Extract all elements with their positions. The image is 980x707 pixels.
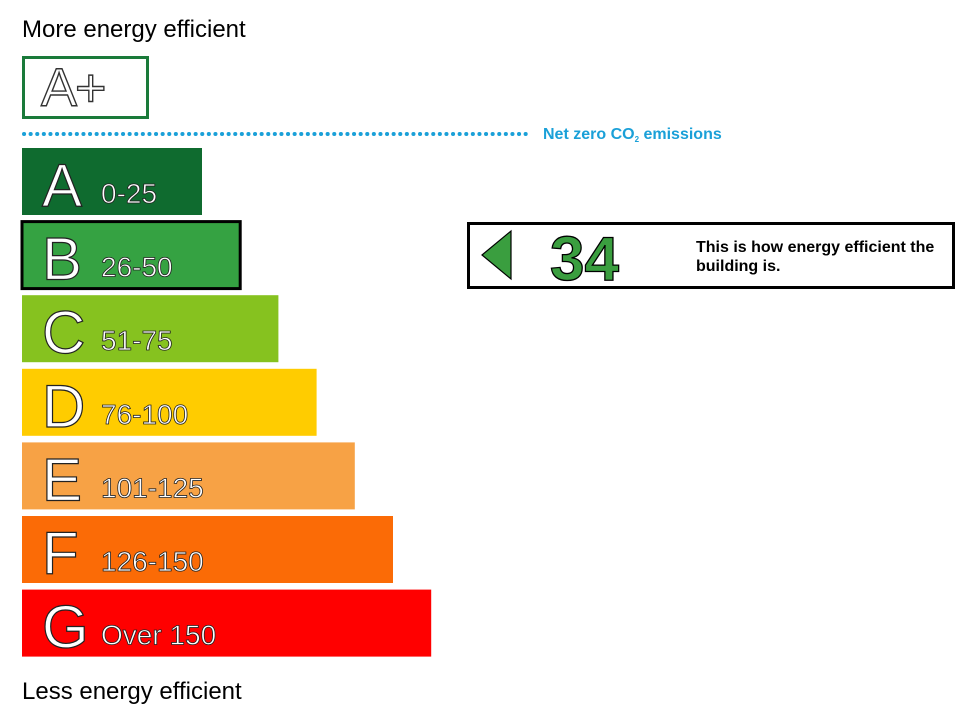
band-range-label: 126-150	[101, 546, 204, 577]
band-letter: C	[42, 299, 85, 366]
rating-arrow-icon	[481, 229, 512, 281]
band-bar-f	[22, 516, 393, 583]
band-b: B 26-50	[20, 220, 242, 293]
band-letter: A	[42, 152, 82, 219]
band-letter: B	[42, 226, 82, 293]
band-bar-c	[22, 295, 279, 363]
band-bar-d	[22, 368, 317, 436]
band-bar-b	[20, 220, 242, 291]
current-rating-indicator: 34 This is how energy efficient the buil…	[467, 222, 955, 289]
band-bar-g	[22, 589, 432, 657]
band-range-label: 0-25	[101, 178, 157, 209]
more-efficient-label: More energy efficient	[22, 16, 246, 43]
less-efficient-label: Less energy efficient	[22, 678, 242, 705]
band-letter: D	[42, 373, 85, 440]
band-letter: G	[42, 594, 89, 661]
a-plus-rating-box: A+	[22, 56, 149, 119]
net-zero-divider	[22, 132, 534, 136]
band-range-label: 76-100	[101, 399, 188, 430]
current-rating-description: This is how energy efficient the buildin…	[696, 239, 935, 275]
net-zero-label: Net zero CO2 emissions	[543, 126, 722, 144]
current-rating-value: 34	[550, 225, 619, 286]
band-letter: F	[42, 520, 79, 587]
band-range-label: 101-125	[101, 472, 204, 503]
band-letter: E	[42, 446, 82, 513]
band-f: F 126-150	[22, 516, 393, 588]
band-a: A 0-25	[22, 148, 202, 220]
band-range-label: 26-50	[101, 252, 173, 283]
band-g: G Over 150	[22, 589, 432, 661]
band-e: E 101-125	[22, 442, 355, 514]
band-bar-e	[22, 442, 355, 510]
band-bar-a	[22, 148, 202, 215]
band-c: C 51-75	[22, 295, 279, 367]
a-plus-letter: A+	[41, 59, 105, 116]
band-range-label: 51-75	[101, 325, 173, 356]
band-range-label: Over 150	[101, 620, 216, 651]
band-d: D 76-100	[22, 368, 317, 440]
